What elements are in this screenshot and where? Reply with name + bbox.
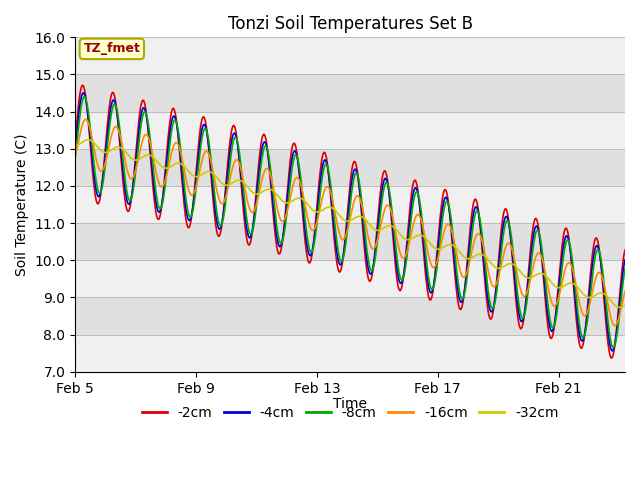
Bar <box>75 260 625 298</box>
Bar <box>75 112 625 149</box>
Legend: -2cm, -4cm, -8cm, -16cm, -32cm: -2cm, -4cm, -8cm, -16cm, -32cm <box>136 400 564 425</box>
Text: TZ_fmet: TZ_fmet <box>83 42 140 55</box>
Bar <box>75 335 625 372</box>
X-axis label: Time: Time <box>333 397 367 411</box>
Bar <box>75 298 625 335</box>
Y-axis label: Soil Temperature (C): Soil Temperature (C) <box>15 133 29 276</box>
Bar <box>75 149 625 186</box>
Bar <box>75 186 625 223</box>
Title: Tonzi Soil Temperatures Set B: Tonzi Soil Temperatures Set B <box>228 15 472 33</box>
Bar <box>75 74 625 112</box>
Bar <box>75 223 625 260</box>
Bar <box>75 37 625 74</box>
